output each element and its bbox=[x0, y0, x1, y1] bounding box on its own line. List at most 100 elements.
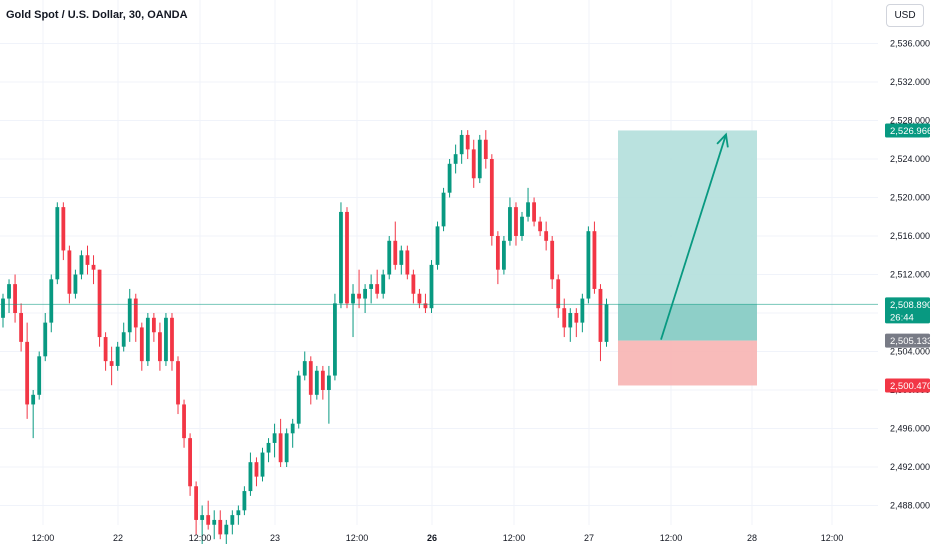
open-profit-zone bbox=[618, 304, 757, 341]
candle-body bbox=[417, 293, 422, 304]
candle-body bbox=[598, 288, 603, 342]
price-tag-entry: 2,505.133 bbox=[885, 333, 932, 348]
candle-body bbox=[532, 202, 536, 222]
candle-body bbox=[459, 134, 464, 155]
candle-body bbox=[272, 433, 277, 443]
candle-body bbox=[19, 313, 24, 342]
candle-body bbox=[25, 341, 30, 405]
candle-body bbox=[477, 139, 482, 179]
candle-body bbox=[248, 462, 253, 492]
candle-body bbox=[284, 433, 289, 463]
candle-body bbox=[453, 154, 458, 164]
candle-body bbox=[441, 192, 446, 227]
x-tick-label: 12:00 bbox=[503, 533, 526, 543]
candle-body bbox=[212, 519, 217, 525]
candle-body bbox=[97, 269, 102, 338]
candle-body bbox=[67, 250, 72, 294]
price-tag-label: 2,500.470 bbox=[890, 381, 932, 392]
time-axis[interactable]: 12:00 22 12:00 23 12:00 26 12:00 27 12:00 28 12:00 bbox=[32, 533, 844, 543]
candle-body bbox=[254, 462, 259, 477]
candle-body bbox=[508, 207, 512, 241]
y-tick-label: 2,504.000 bbox=[890, 347, 930, 357]
candle-body bbox=[429, 264, 434, 309]
candle-body bbox=[164, 317, 168, 362]
y-tick-label: 2,488.000 bbox=[890, 501, 930, 511]
projection-arrow[interactable] bbox=[660, 134, 727, 340]
price-tag-background bbox=[885, 123, 930, 138]
candle-body bbox=[133, 298, 138, 328]
candle-body bbox=[103, 337, 108, 362]
candle-body bbox=[447, 163, 452, 193]
y-tick-label: 2,496.000 bbox=[890, 424, 930, 434]
y-tick-label: 2,516.000 bbox=[890, 231, 930, 241]
candle-body bbox=[387, 240, 392, 275]
candle-body bbox=[158, 332, 162, 362]
candle-body bbox=[176, 361, 180, 405]
candle-body bbox=[61, 207, 66, 251]
candle-body bbox=[411, 274, 416, 294]
candle-body bbox=[314, 370, 319, 395]
candle-body bbox=[182, 404, 186, 439]
candle-body bbox=[145, 317, 150, 362]
candle-body bbox=[188, 438, 192, 487]
candle-body bbox=[351, 293, 355, 304]
candle-body bbox=[320, 370, 325, 390]
price-tag-background bbox=[885, 297, 930, 324]
candle-body bbox=[586, 231, 591, 299]
candle-body bbox=[514, 207, 518, 236]
x-tick-label: 27 bbox=[584, 533, 594, 543]
x-tick-label: 22 bbox=[113, 533, 123, 543]
candle-body bbox=[151, 317, 156, 333]
candle-body bbox=[471, 149, 476, 179]
candle-body bbox=[592, 231, 597, 289]
candle-body bbox=[308, 361, 313, 395]
price-tag-label: 2,508.890 bbox=[890, 300, 932, 311]
candle-body bbox=[224, 524, 229, 535]
y-tick-label: 2,492.000 bbox=[890, 462, 930, 472]
candle-body bbox=[266, 442, 271, 453]
candle-body bbox=[465, 134, 470, 150]
chart-grid bbox=[0, 0, 878, 525]
candle-body bbox=[580, 298, 585, 323]
candle-body bbox=[495, 236, 500, 270]
candle-body bbox=[260, 452, 265, 477]
candle-body bbox=[236, 510, 241, 516]
candle-body bbox=[55, 207, 60, 280]
projection-arrowhead bbox=[716, 132, 729, 148]
candle-body bbox=[369, 284, 374, 289]
candle-body bbox=[73, 274, 78, 294]
countdown-label: 26:44 bbox=[890, 312, 914, 323]
candle-body bbox=[230, 515, 235, 525]
y-tick-label: 2,536.000 bbox=[890, 39, 930, 49]
candle-body bbox=[139, 327, 144, 362]
position-zones[interactable] bbox=[618, 130, 757, 386]
candle-body bbox=[278, 433, 283, 463]
x-tick-label: 26 bbox=[427, 533, 437, 543]
candle-body bbox=[393, 240, 398, 265]
candle-body bbox=[556, 279, 561, 309]
candle-body bbox=[85, 255, 90, 265]
candle-body bbox=[242, 491, 247, 511]
candle-body bbox=[357, 293, 361, 299]
candle-body bbox=[326, 375, 331, 390]
price-tag-background bbox=[885, 333, 930, 348]
candle-body bbox=[405, 250, 410, 275]
candle-body bbox=[550, 240, 555, 280]
candle-body bbox=[423, 303, 428, 309]
candle-body bbox=[290, 423, 295, 434]
currency-button[interactable]: USD bbox=[886, 4, 924, 27]
candle-body bbox=[49, 279, 54, 323]
symbol-title: Gold Spot / U.S. Dollar, 30, OANDA bbox=[6, 9, 188, 21]
chart-overlay bbox=[0, 132, 878, 340]
candle-body bbox=[121, 332, 126, 347]
candle-body bbox=[200, 515, 205, 520]
candle-body bbox=[91, 264, 96, 270]
loss-zone[interactable] bbox=[618, 340, 757, 386]
candle-body bbox=[79, 255, 84, 275]
candle-body bbox=[37, 356, 42, 395]
candle-body bbox=[538, 221, 543, 232]
price-axis[interactable]: 2,536.000 2,532.000 2,528.000 2,524.000 2,52… bbox=[890, 39, 930, 511]
